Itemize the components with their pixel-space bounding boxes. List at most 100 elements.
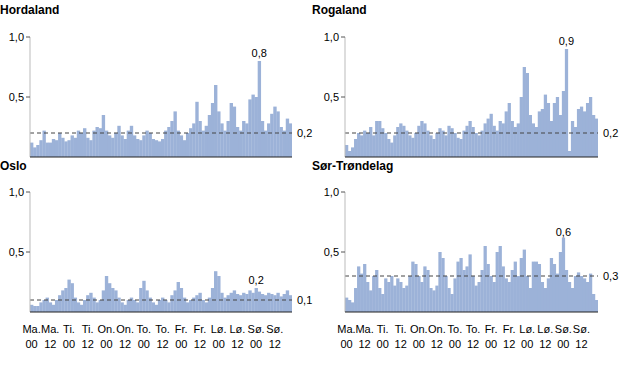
bar	[242, 293, 245, 312]
bar	[447, 126, 450, 157]
bar	[286, 119, 289, 157]
bar	[438, 252, 441, 312]
average-line	[30, 133, 292, 134]
bar	[465, 266, 468, 312]
bar	[195, 102, 198, 157]
x-tick-label: Ti.00	[63, 323, 75, 350]
bar	[30, 305, 33, 312]
baseline	[30, 312, 292, 313]
bar	[227, 295, 230, 312]
x-tick-label-line: To.	[466, 323, 481, 335]
bar	[396, 278, 399, 312]
average-label: 0,2	[603, 127, 618, 139]
bar	[493, 282, 496, 312]
bar	[541, 282, 544, 312]
bar	[459, 258, 462, 312]
bar	[475, 286, 478, 312]
bar	[77, 131, 80, 157]
bars	[345, 238, 598, 312]
bar	[236, 294, 239, 312]
average-label: 0,3	[603, 270, 618, 282]
bar	[499, 121, 502, 157]
x-tick-label: Lø.00	[519, 323, 535, 350]
panel-title: Rogaland	[312, 3, 367, 17]
average-line	[345, 133, 598, 134]
bar	[444, 135, 447, 157]
y-tick-label: 0,5	[9, 246, 24, 258]
x-tick-label: Lø.12	[229, 323, 245, 350]
y-tick	[26, 37, 30, 38]
bar	[220, 293, 223, 312]
bar	[33, 306, 36, 312]
x-tick-label-line: On.	[98, 323, 116, 335]
y-tick	[341, 37, 345, 38]
bar	[387, 139, 390, 157]
bar	[42, 131, 45, 157]
bar	[556, 274, 559, 312]
bar	[36, 306, 39, 312]
y-tick	[26, 252, 30, 253]
annotation: 0,9	[559, 35, 574, 47]
bar	[535, 262, 538, 312]
x-tick-label: On. 12	[428, 323, 446, 350]
baseline	[345, 312, 598, 313]
bar	[211, 103, 214, 157]
bar	[61, 290, 64, 312]
bar	[83, 128, 86, 157]
bar	[198, 293, 201, 312]
bar	[577, 272, 580, 312]
bar	[283, 131, 286, 157]
x-tick-label: To.00	[137, 323, 152, 350]
bar	[276, 293, 279, 312]
bar	[574, 276, 577, 312]
bar	[360, 274, 363, 312]
x-tick-label-line: 00	[557, 338, 569, 350]
x-tick-label-line: To.	[137, 323, 152, 335]
bar	[258, 292, 261, 312]
bar	[472, 276, 475, 312]
bar	[544, 95, 547, 157]
bar	[408, 135, 411, 157]
bar	[490, 276, 493, 312]
x-tick-label: On.00	[410, 323, 428, 350]
bar	[354, 139, 357, 157]
bar	[580, 276, 583, 312]
bar	[248, 290, 251, 312]
bar	[49, 302, 52, 312]
bar	[556, 97, 559, 157]
x-tick-label-line: On.	[428, 323, 446, 335]
bar	[264, 131, 267, 157]
bar	[286, 290, 289, 312]
bar	[481, 131, 484, 157]
y-tick-label: 0,5	[324, 91, 339, 103]
bar	[547, 103, 550, 157]
baseline	[30, 157, 292, 158]
bar	[114, 133, 117, 157]
bar	[484, 123, 487, 157]
bar	[49, 143, 52, 157]
bar	[186, 133, 189, 157]
bar	[74, 138, 77, 157]
bar	[580, 107, 583, 157]
bar	[447, 288, 450, 312]
average-label: 0,1	[297, 294, 312, 306]
bar	[357, 133, 360, 157]
bars	[30, 271, 292, 312]
bar	[133, 300, 136, 312]
bar	[189, 300, 192, 312]
bar	[186, 302, 189, 312]
bar	[167, 302, 170, 312]
bar	[261, 121, 264, 157]
bar	[55, 140, 58, 157]
x-tick-label-line: Ma.	[355, 323, 373, 335]
bar	[230, 293, 233, 312]
bar	[114, 290, 117, 312]
annotation: 0,2	[248, 274, 263, 286]
bar	[478, 135, 481, 157]
x-tick-label-line: 00	[413, 338, 425, 350]
bar	[58, 133, 61, 157]
panel: Oslo0,10,51,0Ma.00Ma.12Ti.00Ti.12On.00On…	[0, 159, 312, 350]
x-tick-label-line: 12	[194, 338, 206, 350]
x-tick-label-line: 12	[431, 338, 443, 350]
x-tick-label: Lø.00	[211, 323, 227, 350]
